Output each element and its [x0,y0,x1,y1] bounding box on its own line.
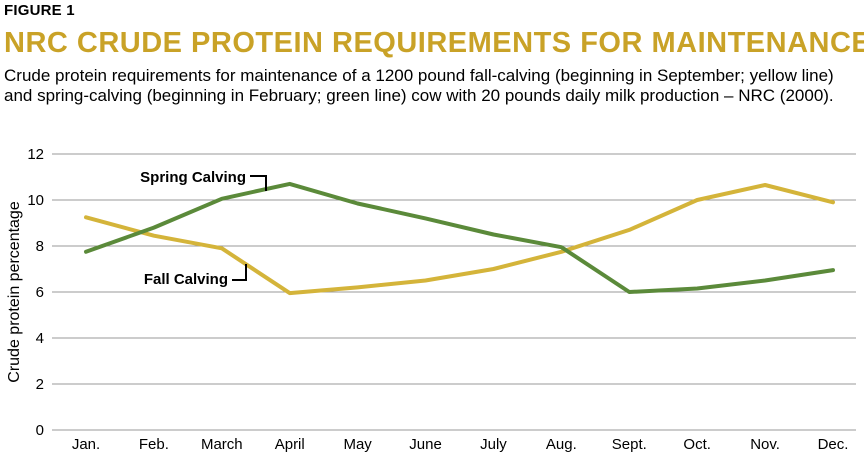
chart-title: NRC CRUDE PROTEIN REQUIREMENTS FOR MAINT… [4,27,864,59]
annotation-leader-spring [250,175,267,191]
series-line-fall-calving [84,183,835,296]
y-tick-label: 8 [36,238,44,255]
annotation-fall-calving: Fall Calving [144,271,228,288]
chart-caption: Crude protein requirements for maintenan… [4,66,834,105]
x-tick-label: March [201,436,243,453]
y-tick-label: 4 [36,330,44,347]
x-tick-label: Aug. [546,436,577,453]
figure-label: FIGURE 1 [4,2,75,19]
x-tick-label: Sept. [612,436,647,453]
x-tick-label: May [343,436,372,453]
series-line-spring-calving [84,181,835,294]
y-tick-label: 12 [27,146,44,163]
series-lines [84,181,835,296]
series-annotations: Spring Calving Fall Calving [140,169,267,288]
y-axis-title: Crude protein percentage [6,201,23,383]
y-tick-label: 10 [27,192,44,209]
gridlines [52,153,856,431]
y-tick-label: 0 [36,422,44,439]
y-tick-labels: 0 2 4 6 8 10 12 [27,146,44,439]
x-tick-label: April [275,436,305,453]
y-tick-label: 6 [36,284,44,301]
x-tick-label: Dec. [818,436,849,453]
x-tick-label: Oct. [683,436,711,453]
x-tick-label: Jan. [72,436,100,453]
x-tick-label: Feb. [139,436,169,453]
x-tick-label: June [409,436,442,453]
annotation-spring-calving: Spring Calving [140,169,246,186]
annotation-leader-fall [232,264,247,281]
x-tick-label: July [480,436,507,453]
x-tick-label: Nov. [750,436,780,453]
y-tick-label: 2 [36,376,44,393]
x-tick-labels: Jan. Feb. March April May June July Aug. Sept. Oc… [72,436,849,453]
